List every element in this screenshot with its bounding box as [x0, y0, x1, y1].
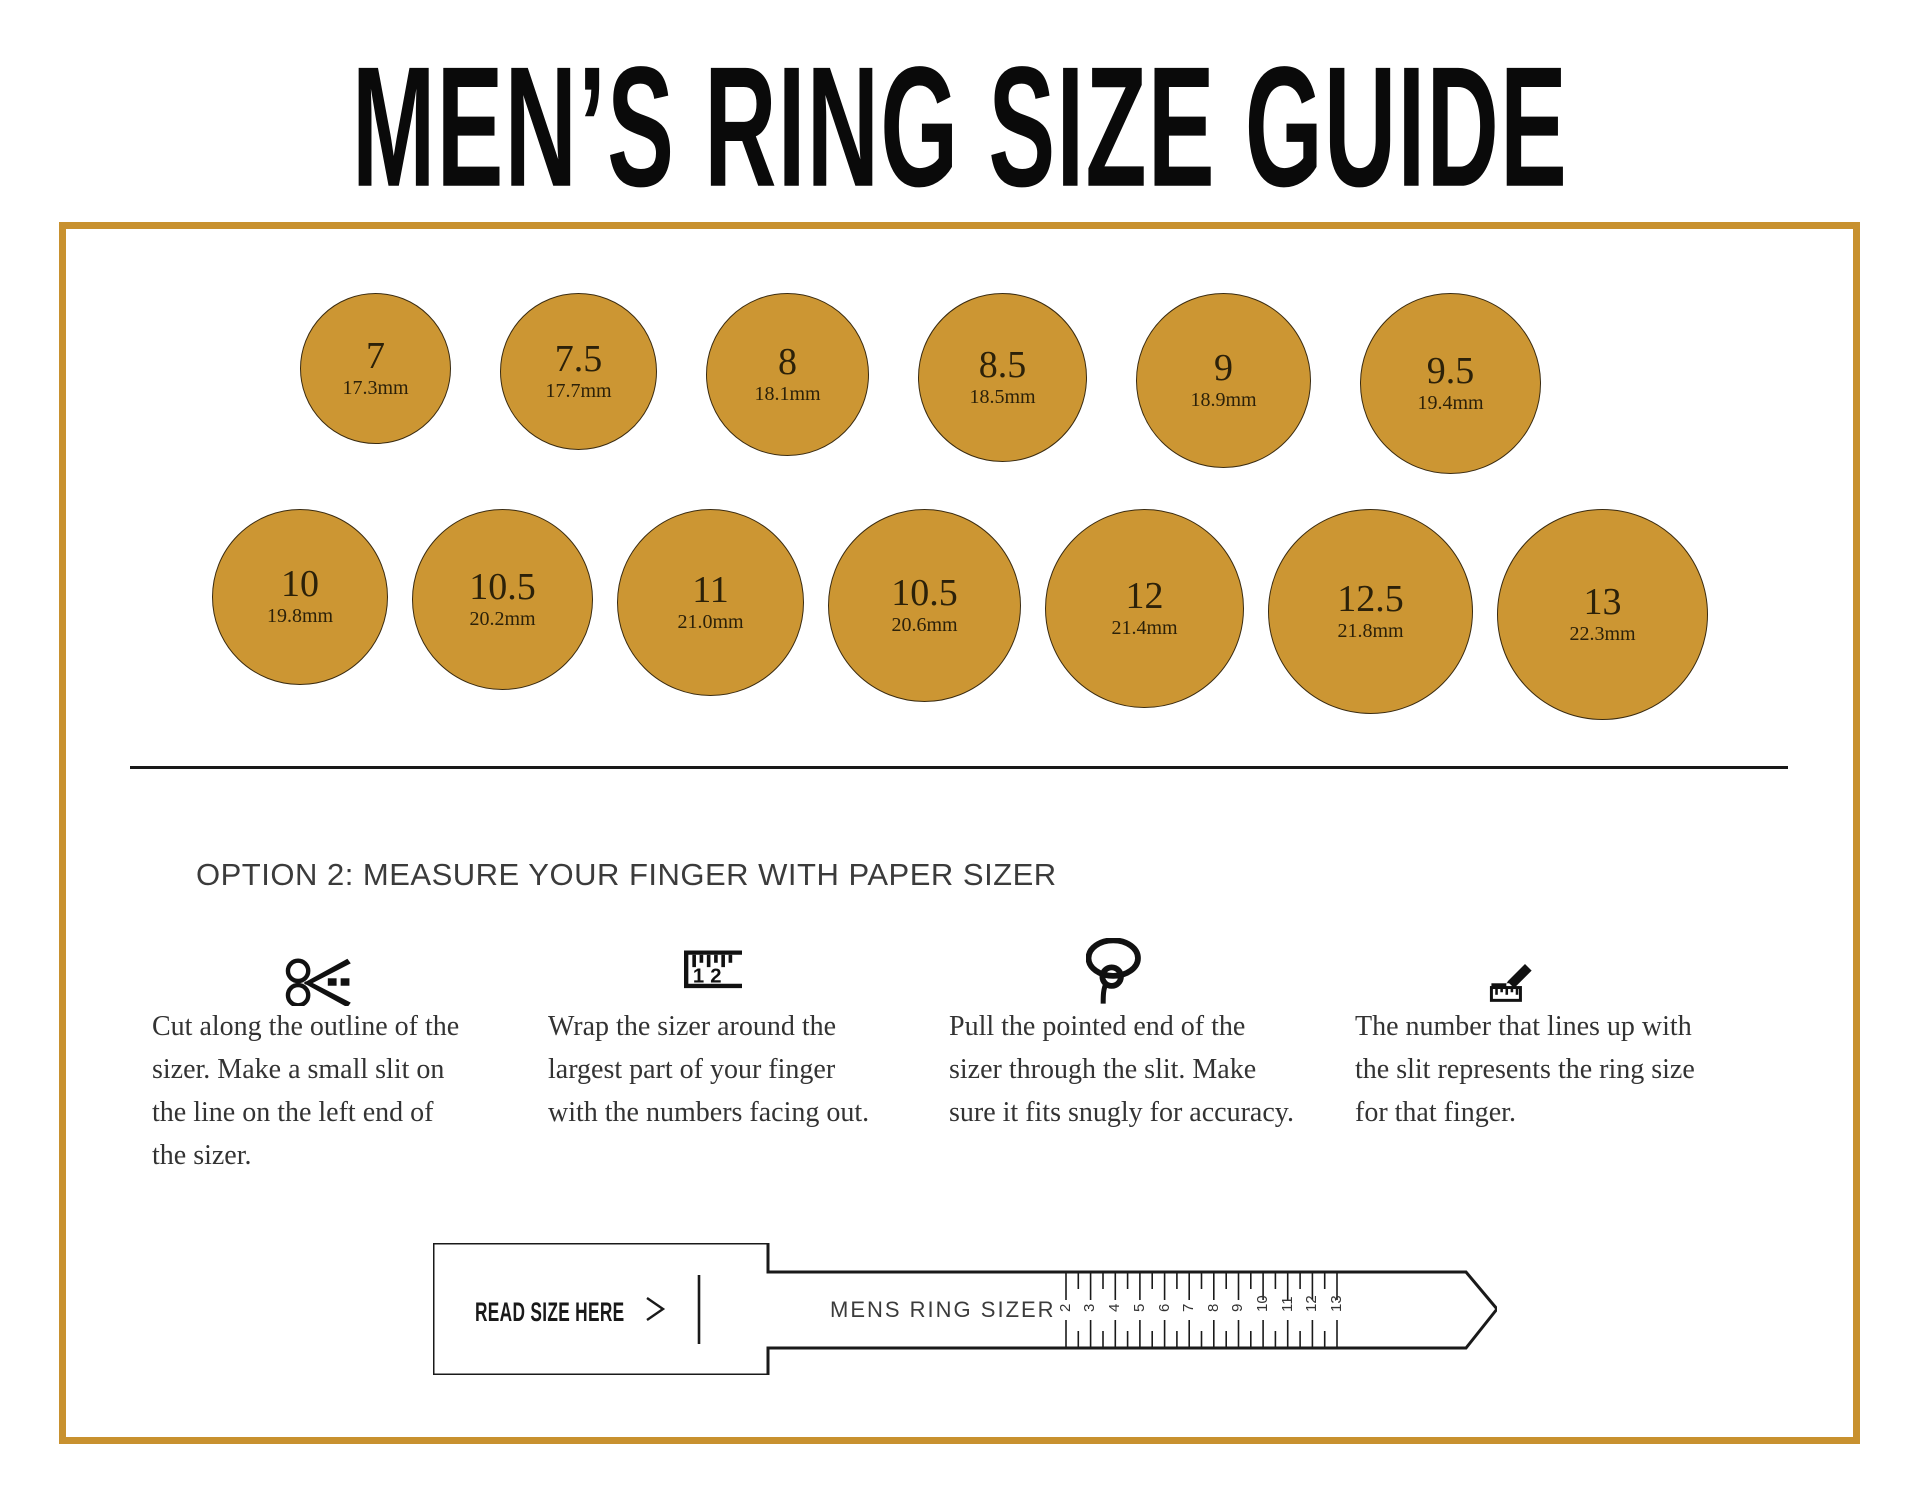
svg-text:11: 11 [1279, 1296, 1296, 1312]
svg-text:12: 12 [1303, 1295, 1320, 1312]
svg-text:9: 9 [1229, 1304, 1246, 1312]
svg-text:3: 3 [1081, 1304, 1098, 1312]
svg-text:6: 6 [1156, 1304, 1173, 1312]
svg-text:MENS RING SIZER: MENS RING SIZER [830, 1297, 1056, 1322]
svg-text:13: 13 [1328, 1295, 1345, 1312]
svg-text:7: 7 [1180, 1304, 1197, 1312]
svg-text:5: 5 [1131, 1304, 1148, 1312]
svg-text:2: 2 [1057, 1304, 1074, 1312]
svg-text:10: 10 [1254, 1295, 1271, 1312]
svg-text:2: 2 [710, 965, 721, 987]
svg-text:4: 4 [1106, 1304, 1123, 1312]
svg-text:1: 1 [693, 965, 704, 987]
svg-text:8: 8 [1205, 1304, 1222, 1312]
